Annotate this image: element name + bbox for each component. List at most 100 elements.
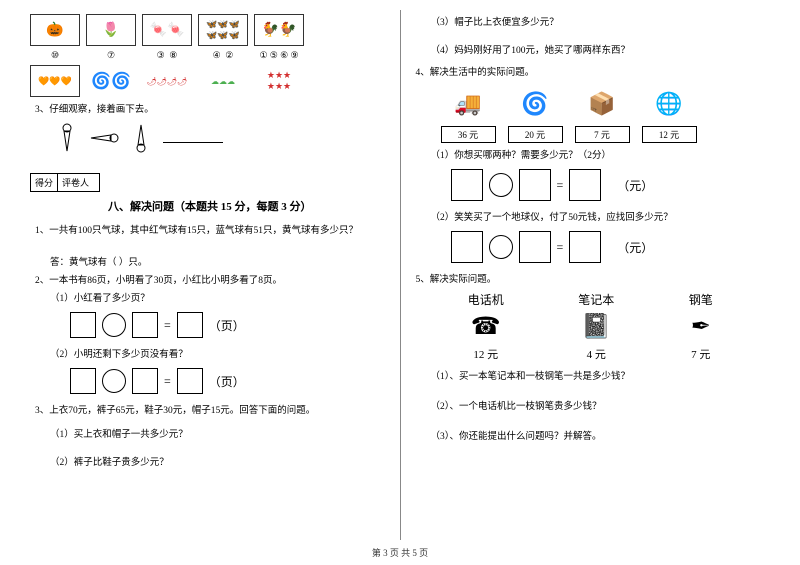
q3b-2: （2）裤子比鞋子贵多少元？ bbox=[50, 454, 390, 468]
price: 7 元 bbox=[689, 346, 713, 362]
product-item: 电话机 ☎ 12 元 bbox=[468, 291, 504, 362]
img-box: 🧡🧡🧡 bbox=[30, 65, 80, 97]
page-footer: 第 3 页 共 5 页 bbox=[0, 546, 800, 559]
q5: 5、解决实际问题。 bbox=[416, 271, 771, 285]
eq-box bbox=[519, 231, 551, 263]
img-box: ★★★★★★ bbox=[254, 65, 304, 97]
product-item: 🌐 12 元 bbox=[642, 84, 697, 143]
q4: 4、解决生活中的实际问题。 bbox=[416, 64, 771, 78]
image-row-bottom: 🧡🧡🧡 🌀🌀 🌶🌶🌶🌶 ☁☁☁ ★★★★★★ bbox=[30, 65, 390, 97]
equation-row: = （页） bbox=[70, 368, 390, 394]
eq-box bbox=[569, 169, 601, 201]
shape-drop-inv bbox=[134, 123, 148, 153]
eq-circle bbox=[102, 369, 126, 393]
eq-circle bbox=[489, 235, 513, 259]
product-item: 笔记本 📓 4 元 bbox=[578, 291, 614, 362]
q5-2: （2）、一个电话机比一枝钢笔贵多少钱？ bbox=[431, 398, 771, 412]
q1: 1、一共有100只气球，其中红气球有15只，蓝气球有51只，黄气球有多少只？ bbox=[35, 222, 390, 236]
score-box: 得分 评卷人 bbox=[30, 173, 100, 192]
section-title: 八、解决问题（本题共 15 分，每题 3 分） bbox=[30, 198, 390, 214]
eq-box bbox=[70, 368, 96, 394]
eq-box bbox=[177, 368, 203, 394]
equals: = bbox=[164, 318, 171, 333]
equation-row: = （元） bbox=[451, 231, 771, 263]
num-label: ① ⑤ ⑥ ⑨ bbox=[254, 50, 304, 61]
pen-icon: ✒ bbox=[689, 312, 713, 342]
product-item: 🌀 20 元 bbox=[508, 84, 563, 143]
fan-icon: 🌀 bbox=[508, 84, 563, 124]
shape-drop bbox=[60, 123, 74, 153]
eq-box bbox=[519, 169, 551, 201]
q3b-1: （1）买上衣和帽子一共多少元？ bbox=[50, 426, 390, 440]
num-label: ④ ② bbox=[198, 50, 248, 61]
right-column: （3）帽子比上衣便宜多少元？ （4）妈妈刚好用了100元，她买了哪两样东西？ 4… bbox=[401, 10, 781, 540]
product-label: 笔记本 bbox=[578, 291, 614, 308]
eq-box bbox=[569, 231, 601, 263]
product-row-2: 电话机 ☎ 12 元 笔记本 📓 4 元 钢笔 ✒ 7 元 bbox=[431, 291, 751, 362]
num-label: ⑩ bbox=[30, 50, 80, 61]
q2: 2、一本书有86页，小明看了30页，小红比小明多看了8页。 bbox=[35, 272, 390, 286]
unit: （元） bbox=[617, 239, 653, 256]
equation-row: = （元） bbox=[451, 169, 771, 201]
price: 36 元 bbox=[441, 126, 496, 143]
left-column: 🎃 🌷 🍬🍬 🦋🦋🦋🦋🦋🦋 🐓🐓 ⑩ ⑦ ③ ⑧ ④ ② ① ⑤ ⑥ ⑨ 🧡🧡🧡… bbox=[20, 10, 401, 540]
q2-2: （2）小明还剩下多少页没有看？ bbox=[50, 346, 390, 360]
num-label: ⑦ bbox=[86, 50, 136, 61]
eq-box bbox=[177, 312, 203, 338]
q3b-3: （3）帽子比上衣便宜多少元？ bbox=[431, 14, 771, 28]
q4-1: （1）你想买哪两种？需要多少元？（2分） bbox=[431, 147, 771, 161]
notebook-icon: 📓 bbox=[578, 312, 614, 342]
image-row-top: 🎃 🌷 🍬🍬 🦋🦋🦋🦋🦋🦋 🐓🐓 bbox=[30, 14, 390, 46]
q1-answer: 答：黄气球有（ ）只。 bbox=[50, 254, 390, 268]
shapes-row bbox=[60, 123, 390, 153]
shape-drop-h bbox=[89, 131, 119, 145]
equals: = bbox=[557, 178, 564, 193]
eq-box bbox=[70, 312, 96, 338]
img-box: 🌀🌀 bbox=[86, 65, 136, 97]
img-box: 🌶🌶🌶🌶 bbox=[142, 65, 192, 97]
q5-3: （3）、你还能提出什么问题吗？并解答。 bbox=[431, 428, 771, 442]
product-item: 📦 7 元 bbox=[575, 84, 630, 143]
equals: = bbox=[557, 240, 564, 255]
img-box: 🍬🍬 bbox=[142, 14, 192, 46]
eq-box bbox=[451, 231, 483, 263]
product-row: 🚚 36 元 🌀 20 元 📦 7 元 🌐 12 元 bbox=[441, 84, 771, 143]
img-box: 🐓🐓 bbox=[254, 14, 304, 46]
img-box: ☁☁☁ bbox=[198, 65, 248, 97]
unit: （元） bbox=[617, 177, 653, 194]
q3-title: 3、仔细观察，接着画下去。 bbox=[35, 101, 390, 115]
product-item: 钢笔 ✒ 7 元 bbox=[689, 291, 713, 362]
blank-answer bbox=[163, 133, 223, 143]
q3b-4: （4）妈妈刚好用了100元，她买了哪两样东西？ bbox=[431, 42, 771, 56]
q5-1: （1）、买一本笔记本和一枝钢笔一共是多少钱？ bbox=[431, 368, 771, 382]
eq-circle bbox=[102, 313, 126, 337]
img-box: 🌷 bbox=[86, 14, 136, 46]
product-label: 电话机 bbox=[468, 291, 504, 308]
globe-icon: 🌐 bbox=[642, 84, 697, 124]
price: 12 元 bbox=[468, 346, 504, 362]
eq-circle bbox=[489, 173, 513, 197]
price: 20 元 bbox=[508, 126, 563, 143]
img-box: 🦋🦋🦋🦋🦋🦋 bbox=[198, 14, 248, 46]
q4-2: （2）笑笑买了一个地球仪，付了50元钱，应找回多少元？ bbox=[431, 209, 771, 223]
equation-row: = （页） bbox=[70, 312, 390, 338]
eq-box bbox=[132, 368, 158, 394]
price: 7 元 bbox=[575, 126, 630, 143]
unit: （页） bbox=[209, 317, 245, 334]
box-icon: 📦 bbox=[575, 84, 630, 124]
grader-label: 评卷人 bbox=[58, 174, 93, 191]
number-row: ⑩ ⑦ ③ ⑧ ④ ② ① ⑤ ⑥ ⑨ bbox=[30, 50, 390, 61]
score-label: 得分 bbox=[31, 174, 58, 191]
num-label: ③ ⑧ bbox=[142, 50, 192, 61]
phone-icon: ☎ bbox=[468, 312, 504, 342]
price: 12 元 bbox=[642, 126, 697, 143]
eq-box bbox=[132, 312, 158, 338]
eq-box bbox=[451, 169, 483, 201]
product-item: 🚚 36 元 bbox=[441, 84, 496, 143]
price: 4 元 bbox=[578, 346, 614, 362]
q2-1: （1）小红看了多少页？ bbox=[50, 290, 390, 304]
unit: （页） bbox=[209, 373, 245, 390]
truck-icon: 🚚 bbox=[441, 84, 496, 124]
product-label: 钢笔 bbox=[689, 291, 713, 308]
q3b: 3、上衣70元，裤子65元，鞋子30元，帽子15元。回答下面的问题。 bbox=[35, 402, 390, 416]
